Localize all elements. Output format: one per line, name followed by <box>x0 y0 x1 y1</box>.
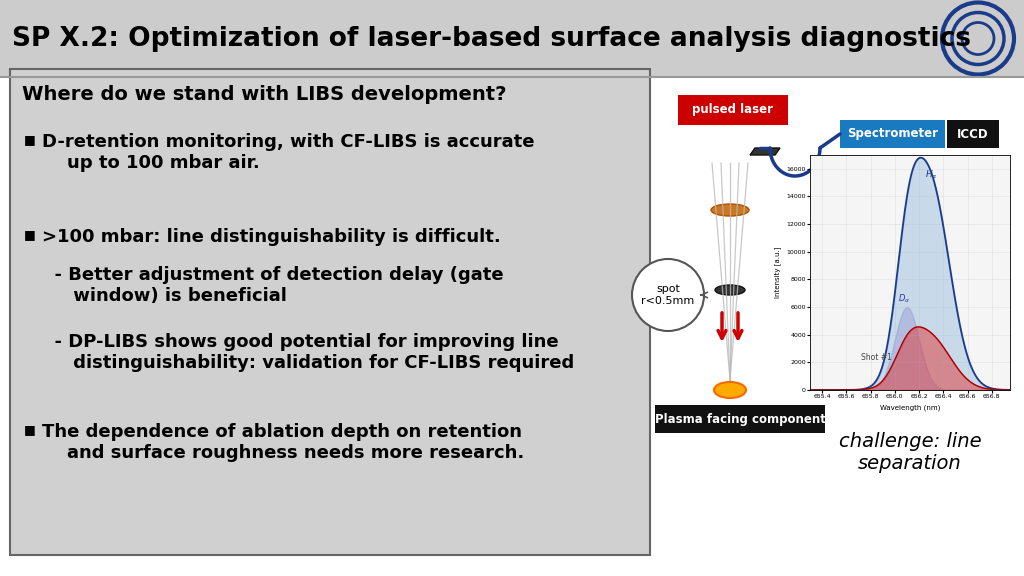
Bar <box>10 69 650 555</box>
Text: Spectrometer: Spectrometer <box>847 127 938 141</box>
Text: >100 mbar: line distinguishability is difficult.: >100 mbar: line distinguishability is di… <box>42 228 501 246</box>
Bar <box>947 120 999 148</box>
Text: Where do we stand with LIBS development?: Where do we stand with LIBS development? <box>22 85 507 104</box>
Text: $H_\alpha$: $H_\alpha$ <box>925 168 938 181</box>
Text: D-retention monitoring, with CF-LIBS is accurate
    up to 100 mbar air.: D-retention monitoring, with CF-LIBS is … <box>42 133 535 172</box>
Text: - DP-LIBS shows good potential for improving line
     distinguishability: valid: - DP-LIBS shows good potential for impro… <box>42 333 574 372</box>
Polygon shape <box>750 148 780 155</box>
Text: pulsed laser: pulsed laser <box>692 104 773 116</box>
Text: challenge: line
separation: challenge: line separation <box>839 432 981 473</box>
Text: $D_\alpha$: $D_\alpha$ <box>898 293 910 305</box>
Y-axis label: Intensity [a.u.]: Intensity [a.u.] <box>774 247 780 298</box>
Text: - Better adjustment of detection delay (gate
     window) is beneficial: - Better adjustment of detection delay (… <box>42 266 504 305</box>
Text: ■: ■ <box>24 133 36 146</box>
Text: The dependence of ablation depth on retention
    and surface roughness needs mo: The dependence of ablation depth on rete… <box>42 423 524 462</box>
Text: ■: ■ <box>24 423 36 436</box>
Text: Plasma facing component: Plasma facing component <box>654 412 825 426</box>
Ellipse shape <box>714 382 746 398</box>
Bar <box>0 0 1024 77</box>
Circle shape <box>632 259 705 331</box>
Ellipse shape <box>711 204 749 216</box>
Bar <box>840 120 945 148</box>
Text: Shot #1: Shot #1 <box>861 353 892 362</box>
Ellipse shape <box>715 285 745 295</box>
Text: spot
r<0.5mm: spot r<0.5mm <box>641 284 694 306</box>
Bar <box>655 405 825 433</box>
X-axis label: Wavelength (nm): Wavelength (nm) <box>880 405 940 411</box>
Text: ICCD: ICCD <box>957 127 989 141</box>
Bar <box>678 95 788 125</box>
Text: SP X.2: Optimization of laser-based surface analysis diagnostics: SP X.2: Optimization of laser-based surf… <box>12 25 971 51</box>
Text: ■: ■ <box>24 228 36 241</box>
